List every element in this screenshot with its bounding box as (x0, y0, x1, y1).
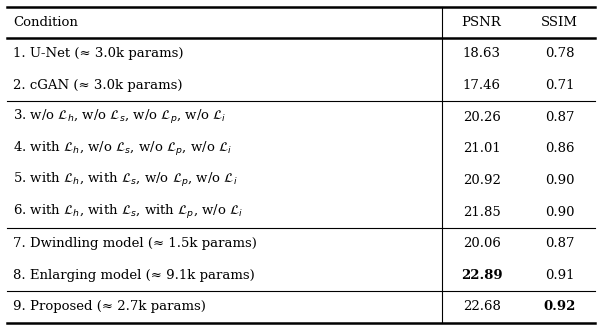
Text: 20.92: 20.92 (463, 174, 500, 187)
Text: 0.87: 0.87 (545, 237, 575, 250)
Text: 0.87: 0.87 (545, 111, 575, 124)
Text: 0.92: 0.92 (544, 301, 576, 313)
Text: 0.86: 0.86 (545, 142, 575, 155)
Text: 0.71: 0.71 (545, 79, 575, 92)
Text: 7. Dwindling model (≈ 1.5k params): 7. Dwindling model (≈ 1.5k params) (13, 237, 257, 250)
Text: 0.90: 0.90 (545, 206, 575, 218)
Text: 17.46: 17.46 (462, 79, 501, 92)
Text: SSIM: SSIM (541, 16, 579, 29)
Text: 18.63: 18.63 (462, 48, 501, 60)
Text: 6. with $\mathcal{L}_h$, with $\mathcal{L}_s$, with $\mathcal{L}_p$, w/o $\mathc: 6. with $\mathcal{L}_h$, with $\mathcal{… (13, 203, 244, 221)
Text: 2. cGAN (≈ 3.0k params): 2. cGAN (≈ 3.0k params) (13, 79, 183, 92)
Text: 5. with $\mathcal{L}_h$, with $\mathcal{L}_s$, w/o $\mathcal{L}_p$, w/o $\mathca: 5. with $\mathcal{L}_h$, with $\mathcal{… (13, 171, 238, 189)
Text: Condition: Condition (13, 16, 78, 29)
Text: 20.26: 20.26 (463, 111, 500, 124)
Text: 1. U-Net (≈ 3.0k params): 1. U-Net (≈ 3.0k params) (13, 48, 184, 60)
Text: 9. Proposed (≈ 2.7k params): 9. Proposed (≈ 2.7k params) (13, 301, 206, 313)
Text: 22.68: 22.68 (463, 301, 500, 313)
Text: 20.06: 20.06 (463, 237, 500, 250)
Text: 0.91: 0.91 (545, 269, 575, 282)
Text: 21.85: 21.85 (463, 206, 500, 218)
Text: 21.01: 21.01 (463, 142, 500, 155)
Text: PSNR: PSNR (462, 16, 501, 29)
Text: 4. with $\mathcal{L}_h$, w/o $\mathcal{L}_s$, w/o $\mathcal{L}_p$, w/o $\mathcal: 4. with $\mathcal{L}_h$, w/o $\mathcal{L… (13, 140, 232, 158)
Text: 0.90: 0.90 (545, 174, 575, 187)
Text: 0.78: 0.78 (545, 48, 575, 60)
Text: 22.89: 22.89 (461, 269, 503, 282)
Text: 3. w/o $\mathcal{L}_h$, w/o $\mathcal{L}_s$, w/o $\mathcal{L}_p$, w/o $\mathcal{: 3. w/o $\mathcal{L}_h$, w/o $\mathcal{L}… (13, 108, 227, 126)
Text: 8. Enlarging model (≈ 9.1k params): 8. Enlarging model (≈ 9.1k params) (13, 269, 255, 282)
